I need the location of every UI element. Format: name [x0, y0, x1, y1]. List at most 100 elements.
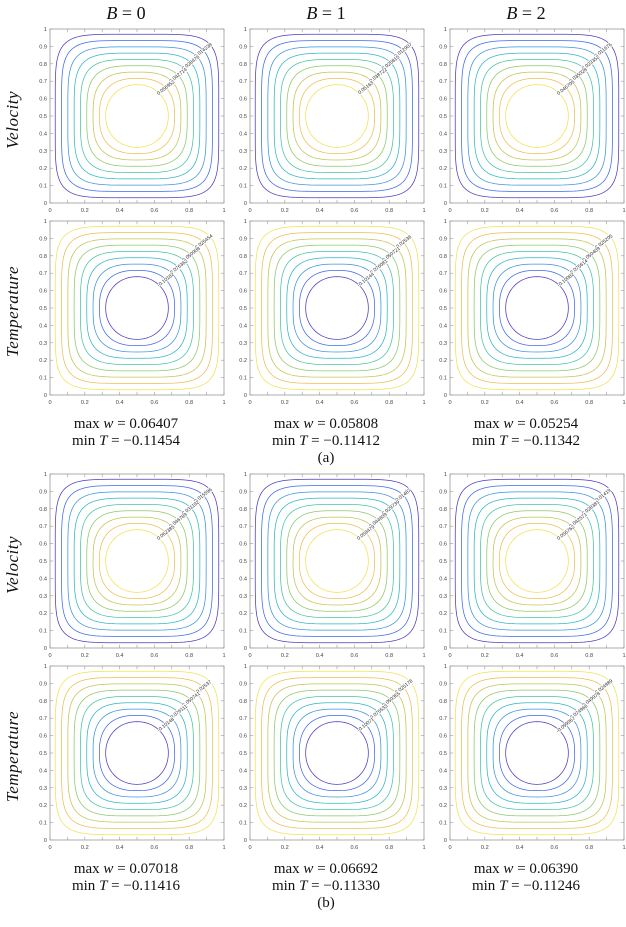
x-tick-label: 0 — [448, 653, 451, 659]
x-tick-label: 0 — [48, 400, 51, 406]
contour-ring — [61, 677, 213, 829]
x-tick-label: 0.4 — [116, 208, 124, 214]
x-tick-label: 0.8 — [585, 208, 593, 214]
contour-ring — [67, 491, 207, 631]
max-w-line: max w = 0.07018 — [73, 860, 179, 877]
contour-ring — [454, 225, 620, 391]
x-tick-label: 0.6 — [551, 208, 559, 214]
y-tick-label: 0.9 — [439, 681, 447, 687]
min-t-line: min T = −0.11454 — [71, 432, 181, 449]
y-tick-label: 0.4 — [239, 768, 247, 774]
y-tick-label: 0.3 — [39, 341, 47, 347]
spacer — [0, 450, 26, 467]
column-header-b2: B = 2 — [426, 2, 626, 24]
y-tick-label: 1 — [44, 664, 47, 670]
contour-ring — [73, 689, 201, 817]
x-tick-label: 0.8 — [585, 400, 593, 406]
contour-ring — [92, 516, 182, 606]
x-tick-label: 0.2 — [81, 653, 89, 659]
contour-label: -0.10144 — [356, 271, 375, 288]
x-tick-label: 0.6 — [551, 400, 559, 406]
y-tick-label: 0.3 — [39, 786, 47, 792]
header-eq: = 2 — [517, 3, 546, 23]
contour-ring — [105, 721, 169, 785]
y-tick-label: 0.6 — [239, 289, 247, 295]
x-tick-label: 0.4 — [516, 653, 524, 659]
y-tick-label: 0.6 — [39, 541, 47, 547]
y-tick-label: 0.3 — [439, 149, 447, 155]
y-tick-label: 0.7 — [439, 271, 447, 277]
y-tick-label: 0.9 — [39, 44, 47, 50]
x-tick-label: 0.4 — [116, 845, 124, 851]
y-tick-label: 1 — [444, 219, 447, 225]
contour-ring — [298, 77, 376, 155]
x-tick-label: 0.6 — [151, 845, 159, 851]
y-tick-label: 1 — [444, 27, 447, 33]
y-tick-label: 1 — [244, 472, 247, 478]
contour-ring — [292, 516, 382, 606]
max-w-line: max w = 0.06407 — [73, 416, 179, 432]
contour-ring — [273, 497, 401, 625]
min-t-line: min T = −0.11246 — [471, 877, 581, 894]
contour-ring — [292, 263, 382, 353]
x-tick-label: 0.6 — [151, 653, 159, 659]
y-tick-label: 0.9 — [239, 681, 247, 687]
x-tick-label: 0.4 — [516, 845, 524, 851]
y-tick-label: 0.7 — [39, 79, 47, 85]
y-tick-label: 0.1 — [239, 820, 247, 826]
contour-ring — [505, 84, 569, 148]
y-tick-label: 0.3 — [39, 594, 47, 600]
x-tick-label: 0.4 — [116, 400, 124, 406]
max-w-line: max w = 0.06390 — [473, 860, 579, 877]
contour-ring — [498, 522, 576, 599]
x-tick-label: 1 — [422, 400, 425, 406]
y-tick-label: 0.1 — [439, 376, 447, 382]
y-tick-label: 0.7 — [39, 271, 47, 277]
contour-ring — [73, 52, 201, 180]
velocity-row-b: Velocity 0 0.2 0.4 0.6 0.8 1 0 0.1 0.2 0.3 0.4 0.5 0… — [0, 469, 626, 661]
contour-ring — [105, 84, 169, 148]
y-tick-label: 0.1 — [439, 628, 447, 634]
contour-ring — [254, 478, 420, 644]
y-tick-label: 0.4 — [39, 131, 47, 137]
y-tick-label: 0.8 — [239, 254, 247, 260]
x-tick-label: 0.8 — [385, 400, 393, 406]
contour-ring — [292, 708, 382, 798]
contour-ring — [467, 46, 607, 186]
contour-ring — [492, 263, 582, 353]
contour-plot-velocity-b-b1: 0 0.2 0.4 0.6 0.8 1 0 0.1 0.2 0.3 0.4 0.5 0.6 0.7 0.8 0… — [226, 469, 426, 661]
contour-ring — [92, 71, 182, 161]
y-tick-label: 0.6 — [239, 97, 247, 103]
y-tick-label: 0.6 — [39, 289, 47, 295]
y-tick-label: 0.1 — [39, 184, 47, 190]
contour-ring — [286, 65, 388, 167]
spacer — [0, 861, 26, 895]
y-tick-label: 0 — [44, 646, 47, 652]
temperature-row-b: Temperature 0 0.2 0.4 0.6 0.8 1 0 0.1 0.2 0.3 0.4 0… — [0, 661, 626, 853]
y-tick-label: 0.9 — [39, 681, 47, 687]
contour-ring — [480, 59, 594, 173]
contour-ring — [61, 485, 213, 637]
y-tick-label: 0.3 — [239, 786, 247, 792]
y-tick-label: 0.5 — [439, 114, 447, 120]
contour-ring — [486, 702, 588, 804]
row-label-velocity-b: Velocity — [3, 535, 22, 594]
contour-ring — [473, 497, 601, 625]
y-tick-label: 0.7 — [39, 716, 47, 722]
x-tick-label: 0.8 — [185, 653, 193, 659]
y-tick-label: 0 — [244, 201, 247, 207]
y-tick-label: 0.7 — [239, 79, 247, 85]
y-tick-label: 1 — [244, 219, 247, 225]
x-tick-label: 0 — [48, 845, 51, 851]
contour-ring — [80, 251, 194, 365]
spacer — [0, 895, 26, 912]
contour-ring — [467, 683, 607, 823]
y-tick-label: 0 — [444, 646, 447, 652]
min-t-line: min T = −0.11412 — [271, 432, 381, 449]
contour-ring — [454, 478, 620, 644]
part-label-b: (b) — [317, 894, 335, 911]
contour-ring — [292, 71, 382, 161]
y-tick-label: 0.1 — [39, 628, 47, 634]
contour-plot-svg: 0 0.2 0.4 0.6 0.8 1 0 0.1 0.2 0.3 0.4 0.5 0.6 0.7 0.8 0… — [39, 27, 225, 214]
contour-plot-temperature-b-b0: 0 0.2 0.4 0.6 0.8 1 0 0.1 0.2 0.3 0.4 0.5 0.6 0.7 0.8 0… — [26, 661, 226, 853]
